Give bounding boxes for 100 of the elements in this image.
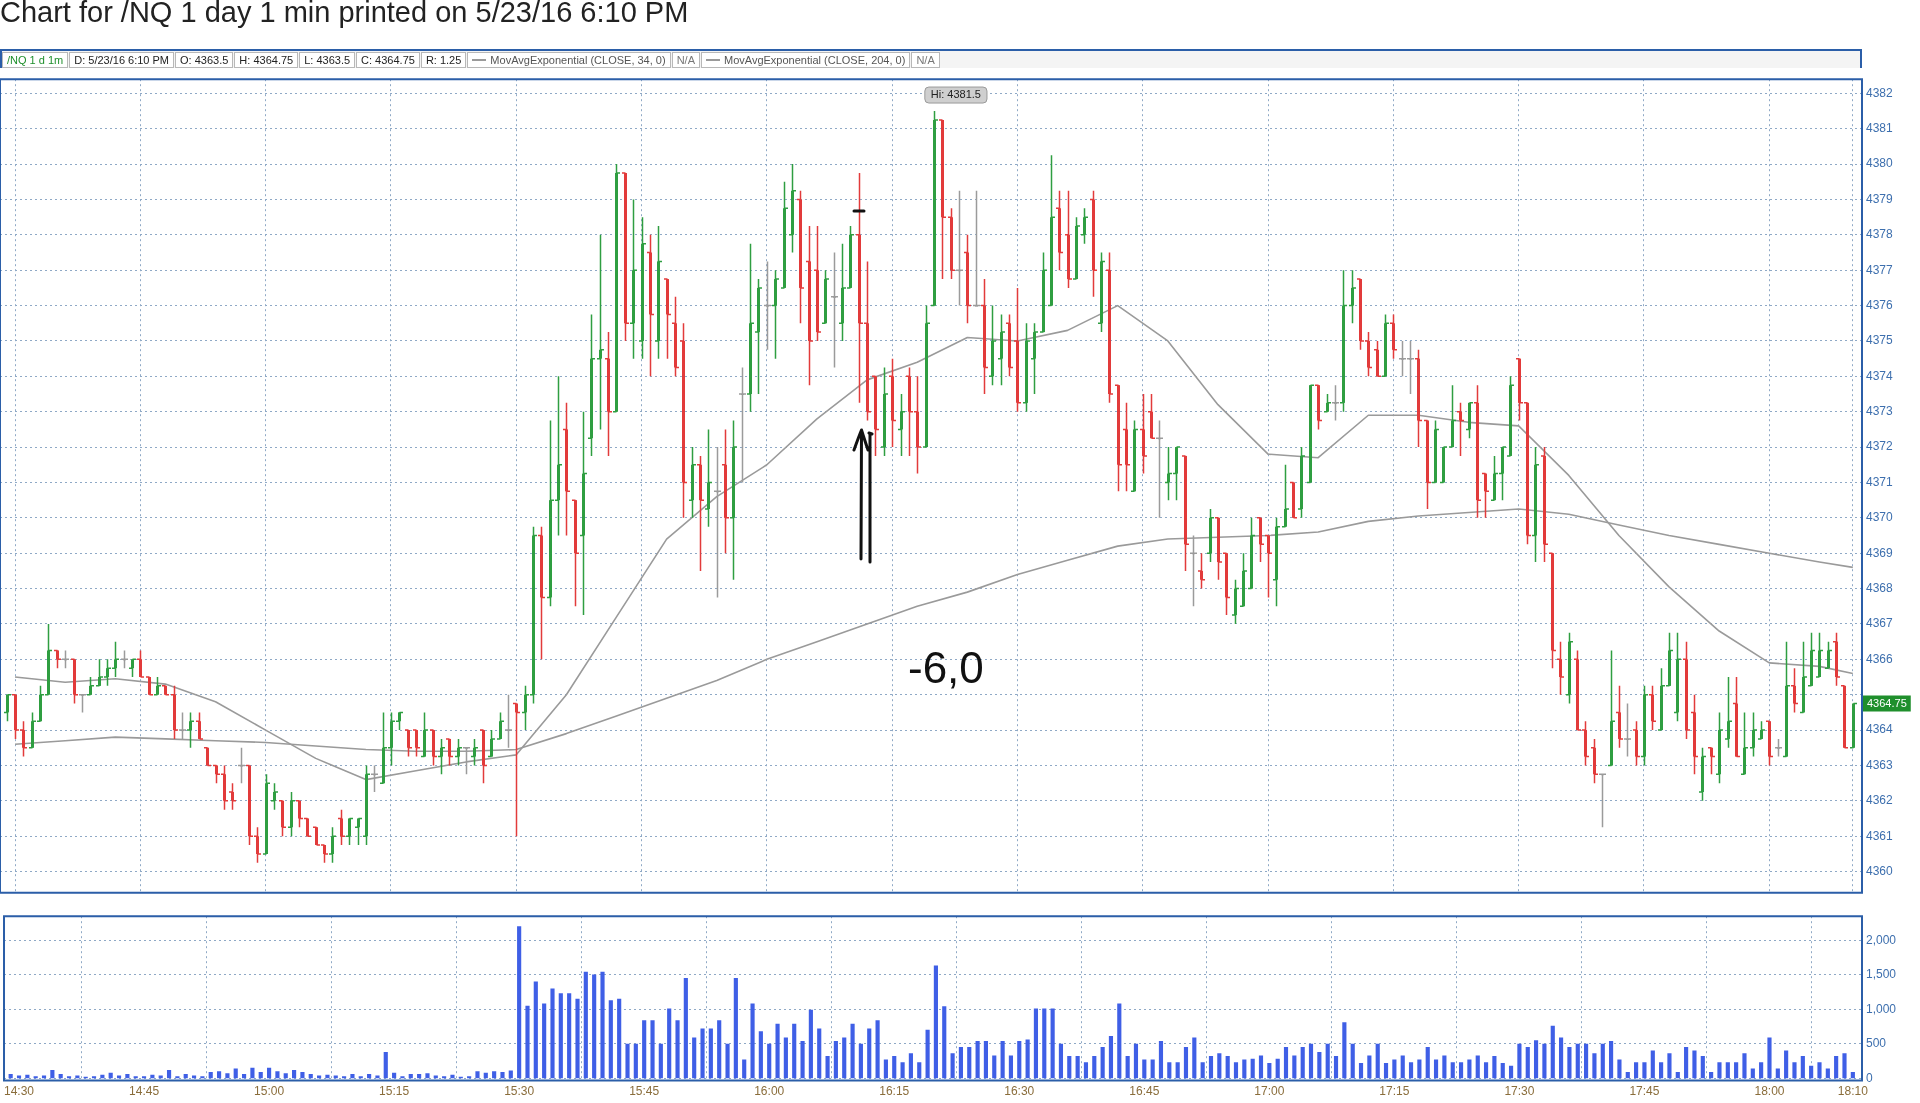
bar (1533, 1040, 1539, 1079)
bar (1175, 1062, 1180, 1079)
bar (550, 988, 555, 1079)
bar (1383, 1063, 1389, 1079)
bar (292, 1069, 297, 1079)
bar (1158, 1040, 1164, 1079)
bar (1525, 1047, 1530, 1079)
annotation: -6,0 (907, 642, 984, 692)
bar (933, 965, 938, 1079)
bar (1125, 1056, 1130, 1079)
bar (1025, 1039, 1030, 1079)
bar (375, 1075, 380, 1079)
y-tick-label: 4378 (1866, 227, 1894, 242)
bar (742, 1059, 747, 1079)
bar (16, 1075, 22, 1079)
bar (1167, 1062, 1172, 1079)
bar (250, 1067, 255, 1079)
bar (1325, 1043, 1330, 1079)
y-tick-label: 4362 (1866, 793, 1894, 808)
bar (1083, 1062, 1089, 1079)
bar (1800, 1056, 1805, 1079)
y-tick-label: 4366 (1866, 651, 1894, 666)
bar (792, 1023, 797, 1079)
bar (825, 1056, 830, 1079)
bar (1042, 1008, 1047, 1079)
bar (733, 978, 738, 1079)
bar (1600, 1043, 1605, 1079)
bar (475, 1071, 480, 1079)
text: R: 1.25 (420, 51, 467, 68)
bar (1217, 1053, 1222, 1079)
y-tick-label: 4360 (1866, 863, 1894, 878)
bar (708, 1028, 713, 1079)
bar (325, 1074, 330, 1079)
y-tick-label: 4375 (1866, 333, 1894, 348)
bar (500, 1071, 505, 1079)
bar (1834, 1056, 1839, 1079)
bar (1300, 1047, 1305, 1079)
text: H: 4364.75 (234, 51, 299, 68)
bar (158, 1075, 163, 1079)
x-tick-label: 15:45 (629, 1084, 660, 1099)
x-tick-label: 16:00 (754, 1084, 785, 1099)
text: N/A (911, 51, 940, 68)
bar (1567, 1047, 1572, 1079)
x-tick-label: 17:45 (1629, 1084, 1660, 1099)
bar (350, 1074, 355, 1079)
bar (1584, 1043, 1589, 1079)
text: O: 4363.5 (175, 51, 234, 68)
bar (400, 1076, 405, 1079)
bar (1367, 1055, 1372, 1079)
bar (983, 1040, 988, 1079)
bar (650, 1020, 655, 1079)
bar (542, 1003, 547, 1079)
bar (1558, 1037, 1564, 1079)
bar (1100, 1047, 1105, 1079)
x-tick-label: 17:00 (1254, 1084, 1285, 1099)
bar (1542, 1043, 1547, 1079)
y-tick-label: 4367 (1866, 616, 1894, 631)
bar (1208, 1056, 1214, 1079)
bar (216, 1071, 222, 1079)
y-tick-label: 4371 (1866, 474, 1894, 489)
bar (1717, 1062, 1722, 1079)
bar (1417, 1059, 1422, 1079)
bar (1767, 1037, 1772, 1079)
bar (492, 1071, 497, 1079)
bar (1609, 1040, 1614, 1079)
bar (817, 1028, 822, 1079)
bar (1759, 1062, 1764, 1079)
bar (667, 1008, 672, 1079)
y-tick-label: 4380 (1866, 156, 1894, 171)
bar (692, 1037, 697, 1079)
bar (558, 993, 563, 1079)
bar (700, 1028, 705, 1079)
bar (775, 1023, 780, 1079)
bar (1292, 1055, 1297, 1079)
y-tick-label: 4370 (1866, 510, 1894, 525)
x-tick-label: 14:30 (4, 1084, 35, 1099)
bar (1342, 1022, 1347, 1079)
text: L: 4363.5 (299, 51, 356, 68)
bar (767, 1043, 772, 1079)
bar (1283, 1047, 1289, 1079)
bar (1050, 1008, 1055, 1079)
x-tick-label: 16:15 (879, 1084, 910, 1099)
bar (1742, 1053, 1747, 1079)
bar (1233, 1062, 1239, 1079)
bar (1008, 1055, 1014, 1079)
bar (425, 1073, 430, 1079)
bar (41, 1075, 47, 1079)
bar (1617, 1059, 1622, 1079)
bar (1575, 1043, 1580, 1079)
bar (333, 1075, 338, 1079)
y-tick-label: 4379 (1866, 191, 1894, 206)
bar (925, 1029, 930, 1079)
bar (225, 1073, 230, 1079)
bar (1392, 1059, 1397, 1079)
bar (1517, 1043, 1522, 1079)
bar (617, 998, 622, 1079)
bar (75, 1075, 80, 1079)
bar (1475, 1055, 1480, 1079)
bar (1725, 1062, 1730, 1079)
bar (1017, 1040, 1022, 1079)
